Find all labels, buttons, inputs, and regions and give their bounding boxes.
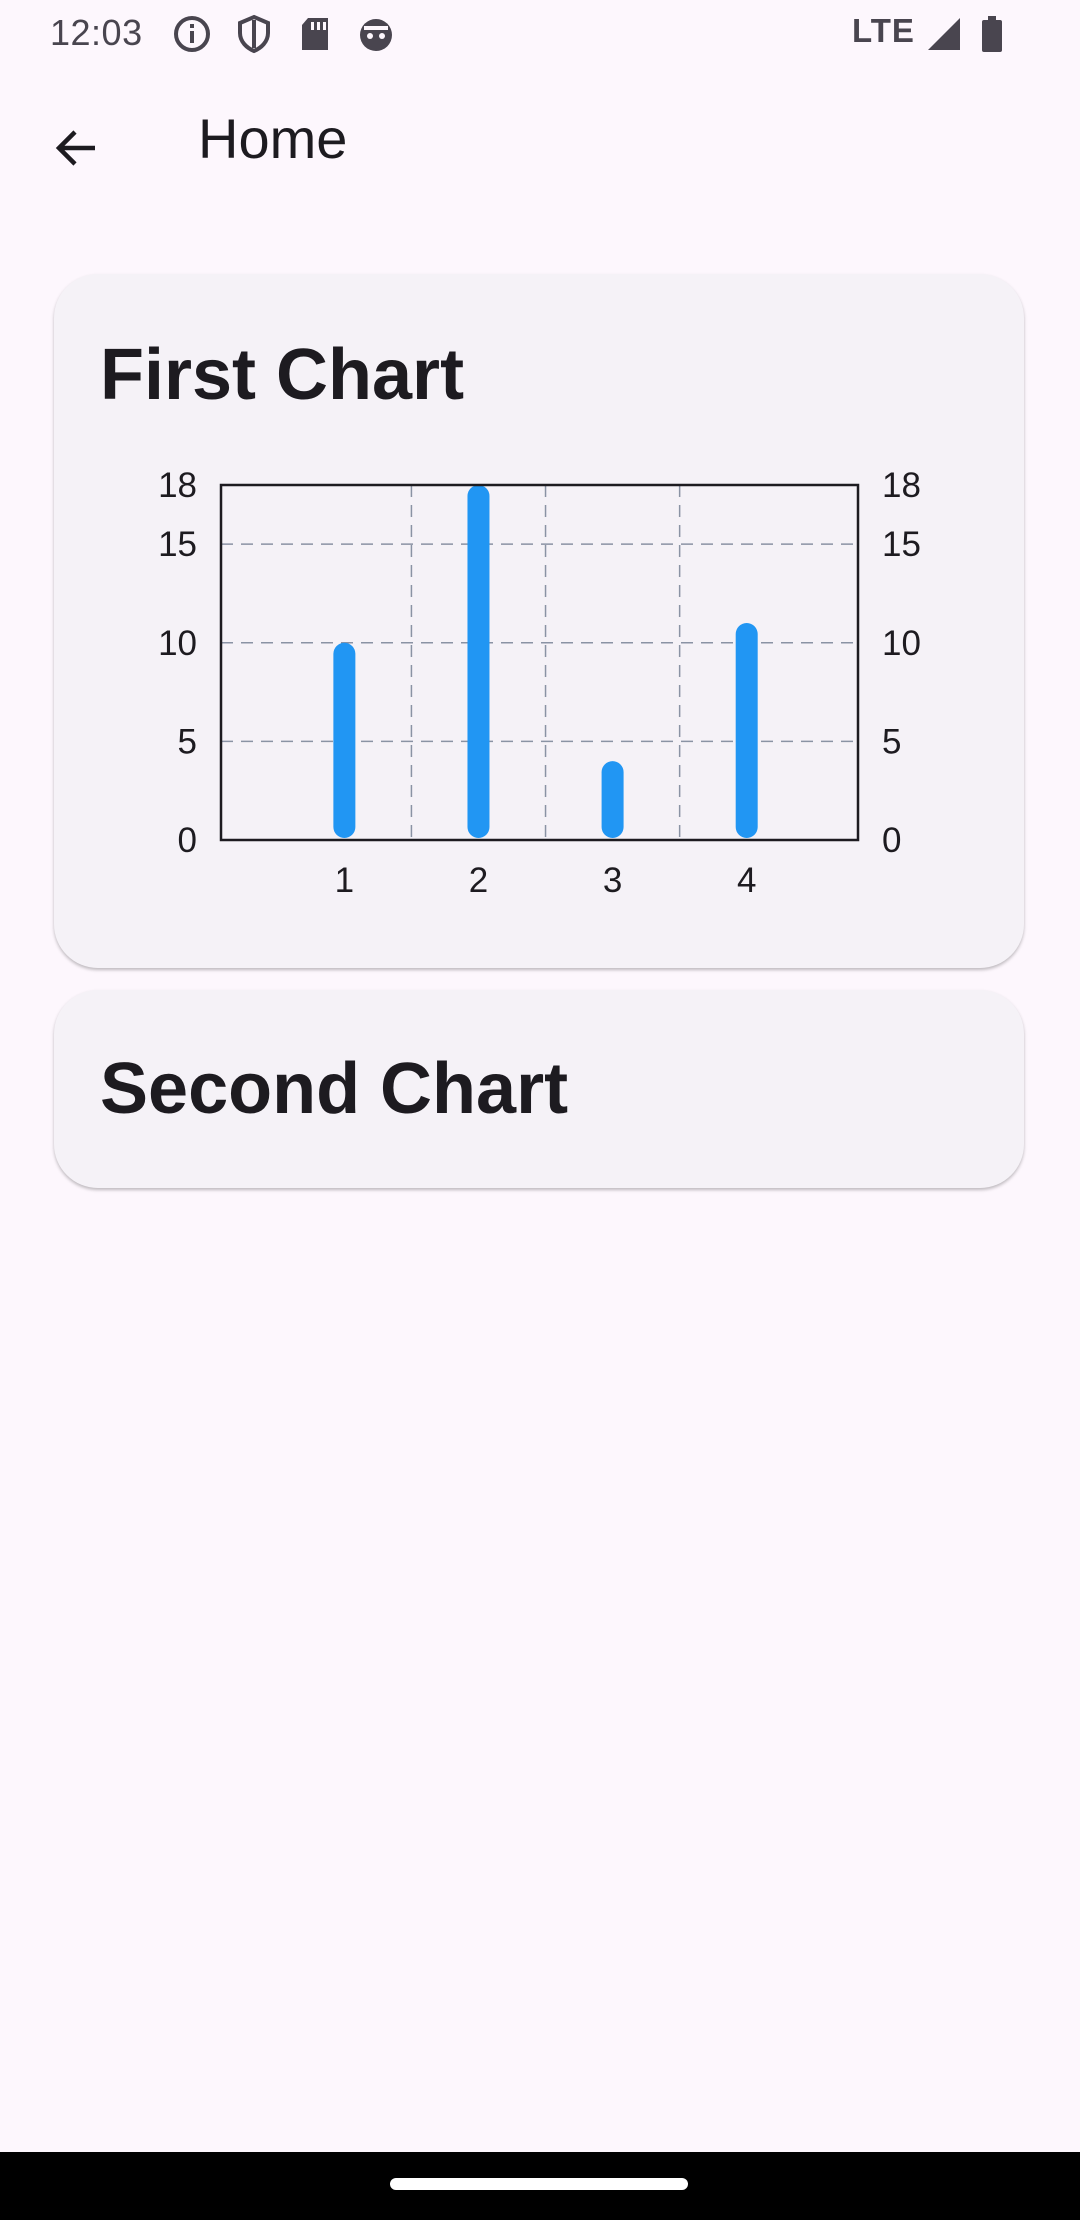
card-title: Second Chart	[100, 1049, 569, 1129]
sd-card-icon	[302, 18, 328, 50]
network-type: LTE	[852, 12, 915, 49]
bar-chart: 0 0 5 5 10 10 15 15 18 18 1 2 3 4	[158, 466, 921, 900]
y-tick-label-right: 18	[882, 466, 921, 505]
app-bar: Home	[0, 66, 1080, 216]
android-face-icon	[360, 19, 392, 51]
card-title: First Chart	[100, 335, 465, 415]
y-tick-label-left: 10	[158, 624, 197, 663]
bar	[467, 485, 490, 838]
bar	[333, 642, 356, 838]
first-chart-card[interactable]: First Chart 0 0 5 5 10 10 15 15 18 18 1 2 3 4	[54, 274, 1024, 968]
y-tick-label-right: 5	[882, 722, 901, 761]
arrow-back-icon	[55, 130, 95, 166]
info-icon	[174, 16, 210, 52]
y-tick-label-right: 0	[882, 821, 901, 860]
bar	[735, 623, 758, 838]
status-bar: 12:03 LTE	[0, 0, 1080, 66]
y-tick-label-right: 10	[882, 624, 921, 663]
signal-icon	[928, 18, 960, 50]
navigation-bar	[0, 2152, 1080, 2220]
y-tick-label-right: 15	[882, 525, 921, 564]
y-tick-label-left: 5	[178, 722, 197, 761]
status-time: 12:03	[50, 12, 143, 53]
page-title: Home	[198, 107, 348, 170]
x-tick-label: 1	[335, 861, 354, 900]
second-chart-card[interactable]: Second Chart	[54, 990, 1024, 1188]
x-tick-label: 3	[603, 861, 622, 900]
home-handle[interactable]	[390, 2178, 688, 2190]
y-tick-label-left: 15	[158, 525, 197, 564]
plot-border	[219, 483, 860, 842]
y-tick-label-left: 0	[178, 821, 197, 860]
battery-icon	[982, 16, 1002, 52]
y-tick-label-left: 18	[158, 466, 197, 505]
shield-icon	[238, 14, 270, 54]
x-tick-label: 2	[469, 861, 488, 900]
bar	[601, 761, 624, 838]
x-tick-label: 4	[737, 861, 756, 900]
back-button[interactable]	[36, 108, 116, 188]
